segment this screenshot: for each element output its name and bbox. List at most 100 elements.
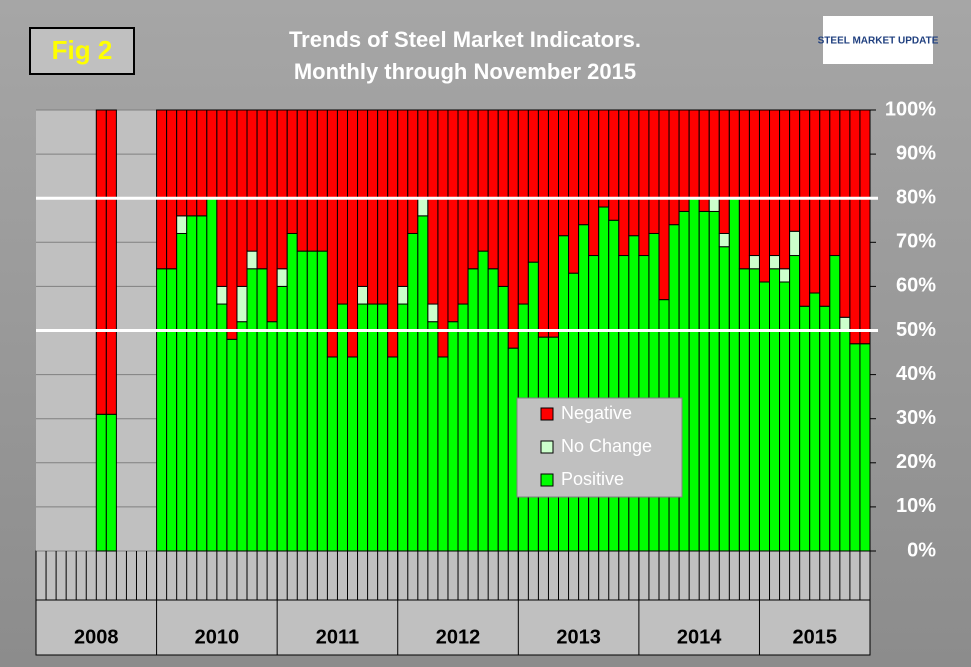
- bar-segment: [598, 109, 610, 208]
- bar-segment: [417, 109, 429, 199]
- bar-segment: [417, 215, 429, 552]
- bar-segment: [578, 109, 590, 226]
- bar-segment: [357, 285, 369, 305]
- bar-segment: [306, 109, 318, 252]
- x-group-label: 2011: [316, 626, 359, 648]
- bar-segment: [839, 316, 851, 331]
- bar-segment: [407, 232, 419, 552]
- legend-label: Positive: [561, 469, 624, 489]
- bar-segment: [266, 109, 278, 323]
- bar-segment: [527, 109, 539, 263]
- y-tick-label: 70%: [896, 231, 936, 253]
- bar-segment: [809, 109, 821, 294]
- bar-segment: [718, 232, 730, 248]
- bar-segment: [829, 109, 841, 257]
- bar-segment: [246, 109, 258, 252]
- bar-segment: [477, 250, 489, 552]
- bar-segment: [276, 109, 288, 270]
- bar-segment: [216, 285, 228, 305]
- bar-segment: [156, 268, 168, 552]
- chart-subtitle: Monthly through November 2015: [294, 59, 636, 84]
- legend-swatch: [540, 473, 554, 487]
- bar-segment: [457, 303, 469, 552]
- bar-segment: [367, 109, 379, 305]
- bar-segment: [276, 268, 288, 287]
- bar-segment: [336, 109, 348, 305]
- bar-segment: [216, 303, 228, 552]
- bar-segment: [437, 109, 449, 358]
- bar-segment: [176, 232, 188, 552]
- bar-segment: [256, 109, 268, 270]
- bar-segment: [799, 305, 811, 552]
- bar-segment: [558, 109, 570, 237]
- bar-segment: [769, 109, 781, 257]
- bar-segment: [176, 215, 188, 234]
- bar-segment: [467, 268, 479, 552]
- bar-segment: [346, 109, 359, 358]
- bar-segment: [698, 210, 710, 552]
- figure-label-box: [29, 27, 135, 75]
- bar-segment: [316, 109, 328, 252]
- bar-segment: [467, 109, 479, 270]
- bar-segment: [547, 109, 560, 338]
- bar-segment: [236, 321, 248, 552]
- bar-segment: [105, 109, 117, 415]
- bar-segment: [336, 303, 348, 552]
- bar-segment: [779, 268, 791, 283]
- y-tick-label: 60%: [896, 275, 936, 297]
- bar-segment: [387, 109, 399, 358]
- bar-segment: [728, 109, 740, 199]
- bar-segment: [648, 232, 660, 552]
- bar-segment: [427, 321, 439, 552]
- bar-segment: [296, 250, 308, 552]
- bar-segment: [427, 303, 439, 323]
- figure-label: Fig 2: [52, 35, 113, 65]
- bar-segment: [105, 413, 117, 552]
- bar-segment: [648, 109, 660, 234]
- bar-segment: [789, 230, 801, 257]
- bar-segment: [608, 109, 620, 221]
- bar-segment: [678, 210, 690, 552]
- bar-segment: [156, 109, 168, 270]
- x-group-label: 2010: [195, 626, 240, 648]
- bar-segment: [517, 109, 529, 305]
- bar-segment: [497, 285, 509, 552]
- bar-segment: [738, 268, 750, 552]
- bar-segment: [206, 109, 218, 199]
- bar-segment: [779, 281, 791, 552]
- bar-segment: [256, 268, 268, 552]
- bar-segment: [357, 303, 369, 552]
- y-tick-label: 10%: [896, 495, 936, 517]
- bar-segment: [346, 356, 359, 552]
- bar-segment: [598, 206, 610, 552]
- x-axis-area: [35, 550, 871, 656]
- bar-segment: [769, 255, 781, 270]
- bar-segment: [558, 235, 570, 552]
- bar-segment: [397, 303, 409, 552]
- bar-segment: [769, 268, 781, 552]
- y-tick-label: 100%: [885, 98, 936, 120]
- bar-segment: [779, 109, 791, 270]
- bar-segment: [296, 109, 308, 252]
- bar-segment: [638, 109, 650, 257]
- bar-segment: [487, 268, 499, 552]
- bar-segment: [487, 109, 499, 270]
- bar-segment: [688, 109, 700, 199]
- bar-segment: [95, 109, 107, 415]
- bar-segment: [166, 109, 178, 270]
- x-group-label: 2008: [74, 626, 119, 648]
- bar-segment: [738, 109, 750, 270]
- bar-segment: [829, 255, 841, 552]
- bar-segment: [799, 109, 811, 307]
- bar-segment: [728, 197, 740, 552]
- bar-segment: [849, 109, 861, 345]
- bar-segment: [618, 109, 630, 257]
- legend-label: No Change: [561, 436, 652, 456]
- x-group-label: 2012: [436, 626, 481, 648]
- bar-segment: [437, 356, 449, 552]
- bar-segment: [407, 109, 419, 234]
- bar-segment: [246, 250, 258, 270]
- bar-segment: [276, 285, 288, 552]
